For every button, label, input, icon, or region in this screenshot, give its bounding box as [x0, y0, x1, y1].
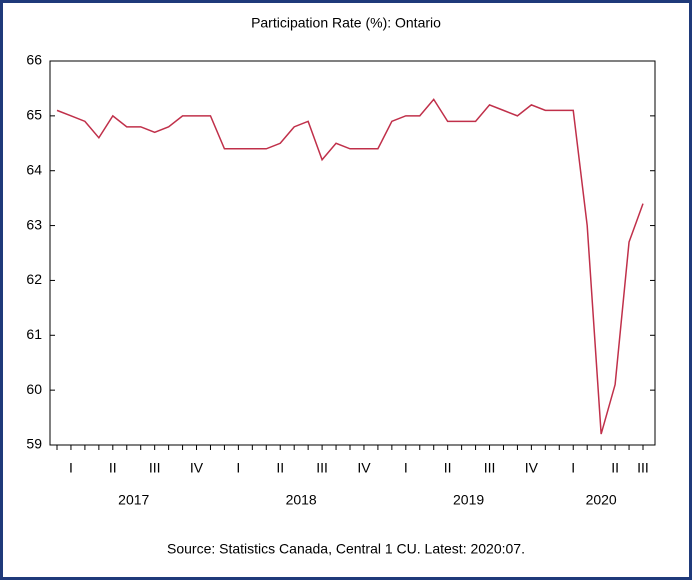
x-tick-label: I: [571, 460, 575, 476]
year-label: 2017: [118, 492, 149, 508]
x-tick-label: III: [149, 460, 161, 476]
y-tick-label: 59: [26, 436, 42, 452]
y-tick-label: 63: [26, 216, 42, 232]
y-tick-label: 61: [26, 326, 42, 342]
year-label: 2020: [586, 492, 617, 508]
year-label: 2019: [453, 492, 484, 508]
year-label: 2018: [286, 492, 317, 508]
x-tick-label: III: [484, 460, 496, 476]
x-tick-label: I: [236, 460, 240, 476]
y-tick-label: 65: [26, 107, 42, 123]
x-tick-label: IV: [190, 460, 204, 476]
x-tick-label: I: [404, 460, 408, 476]
y-tick-label: 66: [26, 52, 42, 68]
source-note: Source: Statistics Canada, Central 1 CU.…: [167, 541, 525, 557]
y-tick-label: 62: [26, 271, 42, 287]
x-tick-label: III: [316, 460, 328, 476]
plot-area: [49, 60, 656, 446]
x-tick-label: III: [637, 460, 649, 476]
data-line: [56, 98, 644, 435]
y-tick-label: 60: [26, 381, 42, 397]
y-tick-label: 64: [26, 161, 42, 177]
x-tick-label: I: [69, 460, 73, 476]
x-tick-label: II: [276, 460, 284, 476]
x-tick-label: II: [444, 460, 452, 476]
x-tick-label: II: [611, 460, 619, 476]
x-tick-label: IV: [525, 460, 539, 476]
chart-title: Participation Rate (%): Ontario: [251, 15, 441, 31]
x-tick-label: II: [109, 460, 117, 476]
x-tick-label: IV: [357, 460, 371, 476]
